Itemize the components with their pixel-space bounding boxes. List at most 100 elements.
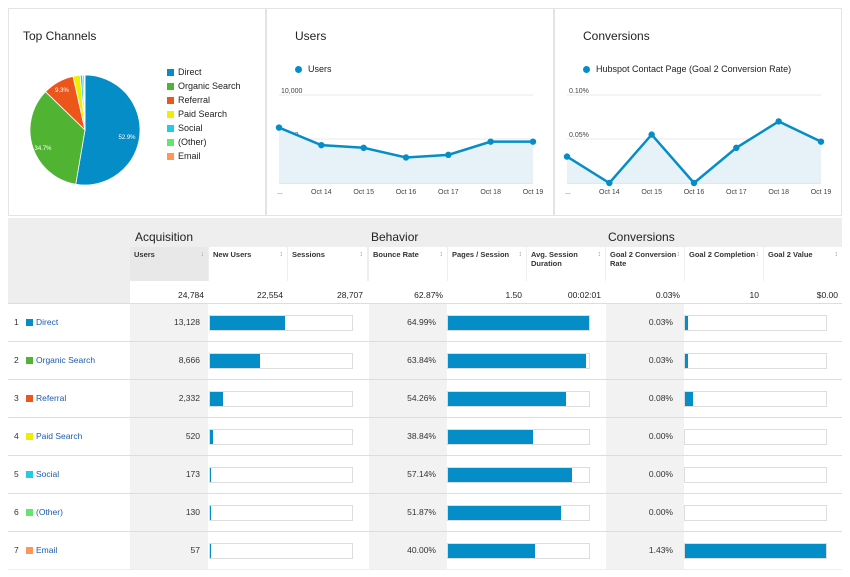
col-pages-session[interactable]: Pages / Session ↕ bbox=[448, 247, 526, 281]
users-point[interactable] bbox=[360, 144, 367, 151]
new-users-bar bbox=[209, 429, 353, 445]
legend-item[interactable]: Paid Search bbox=[167, 107, 241, 121]
users-series-dot bbox=[295, 65, 302, 73]
pages-session-bar bbox=[447, 505, 590, 521]
total-completion: 10 bbox=[749, 290, 759, 300]
pie-slice-organic-search[interactable] bbox=[29, 91, 86, 185]
col-goal2-value[interactable]: Goal 2 Value ↕ bbox=[764, 247, 842, 281]
channel-link[interactable]: Social bbox=[36, 469, 60, 479]
users-point[interactable] bbox=[529, 138, 537, 145]
goal-completion-bar-fill bbox=[685, 544, 826, 558]
users-x-tick: ... bbox=[277, 189, 283, 196]
pie-label-organic: 34.7% bbox=[34, 146, 52, 152]
legend-label: Organic Search bbox=[178, 81, 241, 91]
sort-icon: ↕ bbox=[597, 251, 602, 258]
col-avg-session-duration[interactable]: Avg. Session Duration ↕ bbox=[527, 247, 605, 281]
sort-icon: ↕ bbox=[676, 251, 681, 258]
conversions-point[interactable] bbox=[733, 144, 740, 151]
legend-item[interactable]: Organic Search bbox=[167, 79, 241, 93]
channel-swatch bbox=[26, 471, 33, 478]
conversions-point[interactable] bbox=[563, 153, 571, 160]
pages-session-bar bbox=[447, 429, 590, 445]
total-avg-duration: 00:02:01 bbox=[567, 290, 601, 300]
goal-completion-bar bbox=[684, 505, 827, 521]
conversions-point[interactable] bbox=[775, 118, 782, 125]
conversions-point[interactable] bbox=[817, 138, 825, 145]
legend-label: (Other) bbox=[178, 137, 207, 147]
conversion-rate-value: 1.43% bbox=[648, 545, 673, 555]
col-users[interactable]: Users ↓ bbox=[130, 247, 208, 281]
total-new-users: 22,554 bbox=[257, 290, 283, 300]
row-number: 7 bbox=[14, 545, 19, 555]
users-x-tick: Oct 19 bbox=[523, 189, 544, 196]
legend-item[interactable]: Email bbox=[167, 149, 241, 163]
col-new-users[interactable]: New Users ↕ bbox=[209, 247, 287, 281]
row-number: 4 bbox=[14, 431, 19, 441]
col-goal2-completion[interactable]: Goal 2 Completion ↕ bbox=[685, 247, 763, 281]
pages-session-bar-fill bbox=[448, 316, 589, 330]
channel-swatch bbox=[26, 547, 33, 554]
channel-link[interactable]: (Other) bbox=[36, 507, 63, 517]
pie-slice-email[interactable] bbox=[83, 74, 86, 131]
conversions-x-tick: Oct 14 bbox=[599, 189, 620, 196]
legend-label: Paid Search bbox=[178, 109, 228, 119]
conversions-point[interactable] bbox=[606, 179, 613, 187]
goal-completion-bar bbox=[684, 429, 827, 445]
users-point[interactable] bbox=[487, 138, 494, 145]
bounce-rate-value: 54.26% bbox=[407, 393, 436, 403]
row-number: 5 bbox=[14, 469, 19, 479]
users-x-tick: Oct 18 bbox=[480, 189, 501, 196]
channel-swatch bbox=[26, 357, 33, 364]
legend-swatch bbox=[167, 110, 174, 118]
top-channels-card: Top Channels 52.9% 34.7% 9.3% Direct Organi… bbox=[8, 8, 266, 216]
users-point[interactable] bbox=[402, 154, 410, 161]
conversions-point[interactable] bbox=[648, 131, 655, 138]
top-channels-pie: 52.9% 34.7% 9.3% bbox=[29, 74, 141, 186]
channel-link[interactable]: Referral bbox=[36, 393, 67, 403]
users-cell-bg bbox=[130, 342, 208, 379]
goal-completion-bar bbox=[684, 391, 827, 407]
table-row: 3 Referral 2,332 54.26% 0.08% bbox=[8, 379, 842, 417]
col-bounce-rate[interactable]: Bounce Rate ↕ bbox=[369, 247, 447, 281]
channel-link[interactable]: Email bbox=[36, 545, 58, 555]
channel-link[interactable]: Organic Search bbox=[36, 355, 96, 365]
col-goal2-conversion-rate[interactable]: Goal 2 Conversion Rate ↕ bbox=[606, 247, 684, 281]
total-conversion-rate: 0.03% bbox=[655, 290, 680, 300]
channel-link[interactable]: Direct bbox=[36, 317, 59, 327]
new-users-bar bbox=[209, 391, 353, 407]
sort-icon: ↕ bbox=[834, 251, 839, 258]
bounce-cell-bg bbox=[369, 418, 447, 455]
conversion-rate-value: 0.03% bbox=[648, 317, 673, 327]
conversions-series-dot bbox=[583, 65, 590, 73]
pages-session-bar-fill bbox=[448, 392, 566, 406]
col-sessions[interactable]: Sessions ↕ bbox=[288, 247, 367, 281]
channel-link[interactable]: Paid Search bbox=[36, 431, 83, 441]
sort-icon: ↕ bbox=[755, 251, 760, 258]
conversion-rate-value: 0.00% bbox=[648, 507, 673, 517]
goal-completion-bar-fill bbox=[685, 316, 688, 330]
table-row: 7 Email 57 40.00% 1.43% bbox=[8, 531, 842, 569]
row-number: 1 bbox=[14, 317, 19, 327]
conv-cell-bg bbox=[606, 380, 684, 417]
users-point[interactable] bbox=[445, 151, 452, 159]
users-x-tick: Oct 17 bbox=[438, 189, 459, 196]
legend-item[interactable]: Social bbox=[167, 121, 241, 135]
users-point[interactable] bbox=[318, 141, 325, 149]
users-point[interactable] bbox=[275, 124, 283, 131]
conversions-point[interactable] bbox=[690, 179, 698, 187]
channel-swatch bbox=[26, 319, 33, 326]
conversions-series-legend: Hubspot Contact Page (Goal 2 Conversion … bbox=[583, 64, 791, 74]
users-value: 130 bbox=[185, 507, 200, 517]
bounce-cell-bg bbox=[369, 380, 447, 417]
new-users-bar-fill bbox=[210, 468, 211, 482]
legend-swatch bbox=[167, 124, 174, 132]
pie-slice-direct[interactable] bbox=[75, 74, 141, 186]
bounce-cell-bg bbox=[369, 304, 447, 341]
legend-item[interactable]: Referral bbox=[167, 93, 241, 107]
legend-item[interactable]: Direct bbox=[167, 65, 241, 79]
totals-row bbox=[130, 281, 842, 303]
legend-item[interactable]: (Other) bbox=[167, 135, 241, 149]
bounce-rate-value: 38.84% bbox=[407, 431, 436, 441]
bounce-cell-bg bbox=[369, 456, 447, 493]
